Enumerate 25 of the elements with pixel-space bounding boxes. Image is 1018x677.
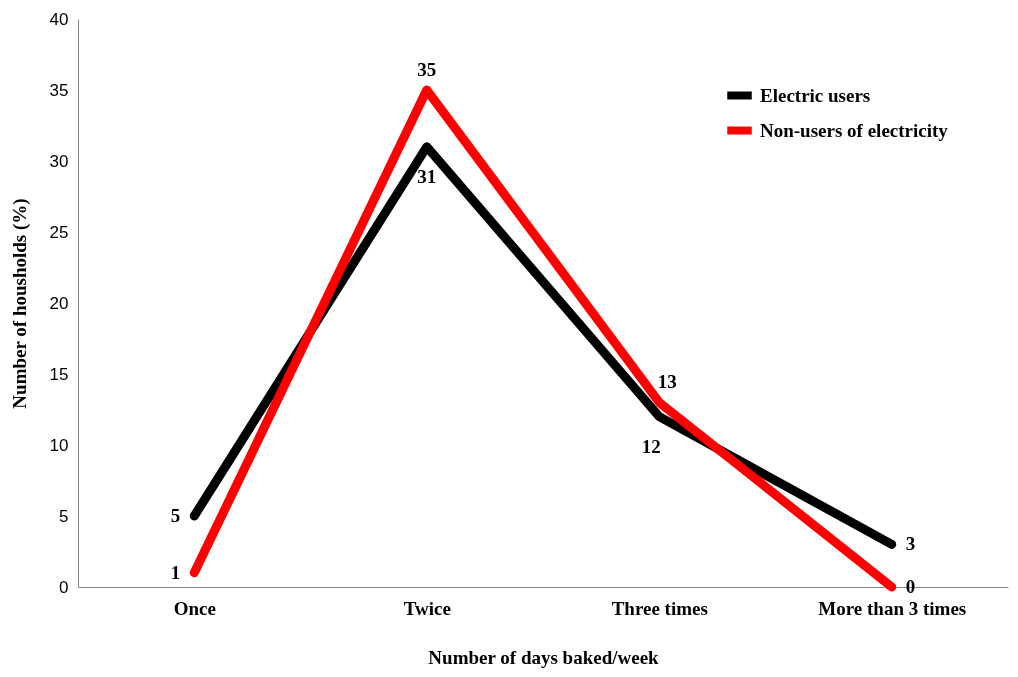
data-label: 5: [170, 505, 181, 526]
data-label: 3: [905, 533, 916, 555]
data-label: 0: [905, 576, 916, 597]
x-tick-label: Once: [173, 597, 216, 619]
y-tick-label: 0: [59, 577, 69, 597]
data-label: 13: [657, 371, 677, 393]
data-label: 35: [417, 59, 437, 80]
data-label: 1: [170, 561, 181, 583]
y-axis-title: Number of housholds (%): [8, 198, 31, 409]
x-tick-label: Twice: [403, 597, 451, 619]
data-label: 31: [417, 165, 437, 187]
y-tick-label: 10: [49, 435, 69, 455]
legend-label: Electric users: [760, 84, 871, 106]
y-tick-label: 20: [49, 293, 69, 313]
y-tick-label: 35: [49, 80, 69, 100]
x-tick-label: Three times: [611, 597, 708, 619]
y-tick-label: 15: [49, 364, 69, 384]
y-tick-label: 25: [49, 222, 69, 242]
legend-label: Non-users of electricity: [760, 119, 949, 141]
x-axis-title: Number of days baked/week: [428, 646, 660, 668]
y-tick-label: 30: [49, 151, 69, 171]
x-tick-label: More than 3 times: [818, 597, 967, 619]
y-tick-label: 40: [49, 9, 69, 29]
data-label: 12: [641, 435, 661, 457]
y-tick-label: 5: [59, 506, 69, 526]
